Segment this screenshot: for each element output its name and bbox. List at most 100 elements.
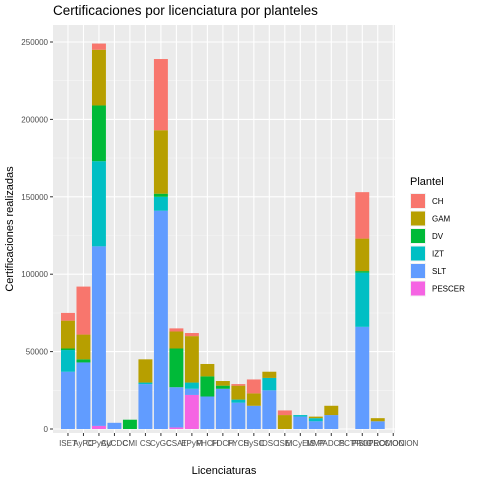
x-tick-label: MMP — [306, 439, 325, 448]
chart-title: Certificaciones por licenciatura por pla… — [53, 3, 318, 18]
x-tick-label: ISET — [59, 439, 77, 448]
bar-segment-gam — [215, 381, 230, 386]
bar-segment-ch — [277, 410, 292, 416]
bar-segment-dv — [355, 271, 370, 273]
bar-segment-ch — [246, 379, 261, 394]
x-tick-label: FYCS — [228, 439, 249, 448]
x-tick-label: PROMOCION — [368, 439, 418, 448]
bar-segment-izt — [91, 161, 106, 247]
x-tick-label: IDSC — [260, 439, 279, 448]
x-tick-label: PROTECCION — [351, 439, 405, 448]
bar-segment-slt — [91, 246, 106, 426]
y-axis-title: Certificaciones realizadas — [4, 166, 16, 292]
bar-segment-ch — [231, 384, 246, 386]
legend-label: IZT — [432, 250, 444, 259]
x-tick-label: PCT — [339, 439, 355, 448]
bar-segment-gam — [308, 416, 323, 419]
legend-key-slt — [411, 264, 425, 278]
bar-segment-slt — [293, 416, 308, 429]
x-tick-label: CyCDC — [101, 439, 128, 448]
bar-segment-dv — [153, 193, 168, 197]
bar-segment-ch — [169, 328, 184, 332]
bar-segment-dv — [122, 419, 137, 429]
bar-segment-pescer — [91, 425, 106, 429]
bar-segment-izt — [308, 418, 323, 422]
x-tick-label: CPyAU — [86, 439, 112, 448]
bar-segment-ch — [61, 312, 75, 321]
bar-segment-ch — [91, 43, 106, 50]
bar-segment-slt — [355, 326, 370, 429]
bar-segment-dv — [76, 359, 91, 363]
legend-title: Plantel — [410, 176, 444, 188]
legend-key-dv — [411, 229, 425, 243]
x-tick-label: FHCH — [196, 439, 218, 448]
bar-segment-gam — [76, 334, 91, 360]
x-tick-label: FDCH — [212, 439, 234, 448]
bar-segment-gam — [184, 336, 199, 383]
y-tick-label: 100000 — [21, 270, 48, 279]
y-tick-label: 150000 — [21, 193, 48, 202]
bar-segment-slt — [138, 384, 153, 429]
bar-segment-izt — [184, 382, 199, 389]
bar-segment-slt — [262, 390, 277, 429]
bar-segment-slt — [153, 210, 168, 429]
bar-segment-ch — [76, 286, 91, 335]
x-tick-label: MCyEIS — [286, 439, 315, 448]
bar-segment-gam — [355, 238, 370, 272]
y-tick-label: 200000 — [21, 115, 48, 124]
x-tick-label: CS — [140, 439, 151, 448]
bar-segment-gam — [153, 130, 168, 194]
bar-segment-izt — [138, 382, 153, 385]
bar-segment-dv — [200, 376, 215, 397]
bar-segment-izt — [61, 350, 75, 372]
bar-segment-slt — [107, 422, 122, 429]
bar-segment-gam — [324, 405, 339, 416]
bar-segment-ch — [355, 192, 370, 239]
bars — [61, 43, 385, 429]
bar-segment-izt — [262, 377, 277, 391]
bar-segment-slt — [76, 362, 91, 429]
plot-panel — [53, 25, 395, 433]
bar-segment-gam — [61, 320, 75, 349]
legend: Plantel CH GAM DV IZT SLT PESCER — [410, 176, 465, 297]
legend-label: CH — [432, 197, 444, 206]
x-tick-label: EPyM — [181, 439, 203, 448]
bar-segment-slt — [231, 402, 246, 429]
x-tick-label: HySC — [243, 439, 264, 448]
legend-label: DV — [432, 232, 444, 241]
bar-segment-gam — [200, 363, 215, 377]
bar-segment-gam — [231, 385, 246, 400]
bar-segment-gam — [370, 418, 385, 422]
x-tick-label: PSIC — [353, 439, 372, 448]
bar-segment-izt — [153, 196, 168, 211]
bar-segment-dv — [215, 385, 230, 389]
bar-segment-izt — [355, 272, 370, 327]
legend-label: GAM — [432, 215, 451, 224]
bar-segment-slt — [246, 405, 261, 429]
bar-segment-slt — [370, 421, 385, 429]
y-tick-label: 0 — [44, 425, 49, 434]
bar-segment-slt — [200, 396, 215, 429]
bar-segment-izt — [293, 415, 308, 417]
bar-segment-dv — [91, 105, 106, 162]
y-axis: 0 50000 100000 150000 200000 250000 — [21, 38, 53, 434]
bar-segment-ch — [153, 59, 168, 131]
x-tick-label: CMI — [123, 439, 138, 448]
bar-segment-slt — [184, 388, 199, 395]
bar-segment-ch — [184, 333, 199, 337]
bar-segment-dv — [61, 348, 75, 351]
bar-segment-pescer — [169, 427, 184, 429]
bar-segment-gam — [91, 49, 106, 106]
bar-segment-izt — [231, 399, 246, 403]
legend-label: SLT — [432, 267, 446, 276]
bar-segment-gam — [277, 415, 292, 429]
legend-key-ch — [411, 194, 425, 208]
bar-segment-gam — [138, 359, 153, 383]
x-tick-label: AyPC — [73, 439, 94, 448]
legend-key-izt — [411, 246, 425, 261]
bar-segment-slt — [169, 387, 184, 428]
legend-label: PESCER — [432, 285, 465, 294]
y-tick-label: 250000 — [21, 38, 48, 47]
x-tick-label: CyGC — [150, 439, 172, 448]
